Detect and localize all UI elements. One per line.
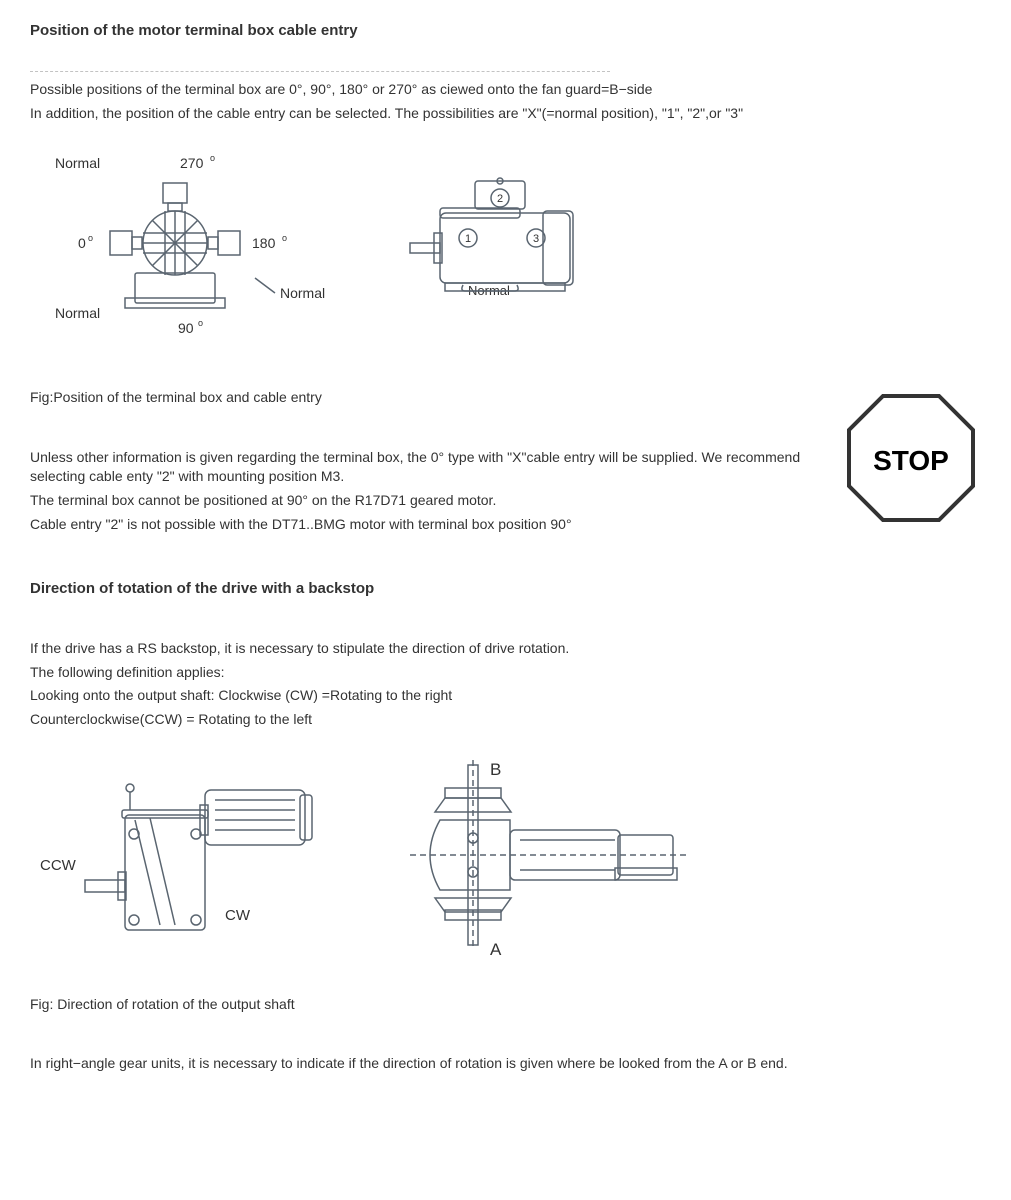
stop-line-2: The terminal box cannot be positioned at…	[30, 491, 811, 511]
section-title-1: Position of the motor terminal box cable…	[30, 20, 981, 41]
svg-text:Normal: Normal	[55, 155, 100, 171]
svg-text:o: o	[88, 233, 93, 243]
svg-text:o: o	[210, 153, 215, 163]
svg-text:270: 270	[180, 155, 204, 171]
svg-text:Normal: Normal	[280, 285, 325, 301]
svg-text:2: 2	[497, 193, 503, 205]
svg-text:0: 0	[78, 235, 86, 251]
stop-line-3: Cable entry "2" is not possible with the…	[30, 515, 811, 535]
rotation-line-1: If the drive has a RS backstop, it is ne…	[30, 639, 981, 659]
svg-text:1: 1	[465, 233, 471, 245]
terminal-box-diagrams: Normal 270 o 0 o 180 o Normal Normal 90 …	[30, 143, 981, 363]
section-title-2: Direction of totation of the drive with …	[30, 578, 981, 599]
rotation-line-2: The following definition applies:	[30, 663, 981, 683]
intro-line-2: In addition, the position of the cable e…	[30, 104, 981, 124]
right-angle-ab-diagram: B A	[390, 750, 710, 970]
stop-sign-icon: STOP	[841, 388, 981, 528]
svg-text:180: 180	[252, 235, 276, 251]
ccw-cw-diagram: CCW CW	[30, 760, 330, 960]
footer-note: In right−angle gear units, it is necessa…	[30, 1054, 981, 1074]
svg-text:90: 90	[178, 320, 194, 336]
figure-caption-2: Fig: Direction of rotation of the output…	[30, 995, 981, 1015]
svg-text:3: 3	[533, 233, 539, 245]
rotation-line-4: Counterclockwise(CCW) = Rotating to the …	[30, 710, 981, 730]
svg-text:A: A	[490, 940, 502, 959]
svg-text:Normal: Normal	[55, 305, 100, 321]
rotation-diagrams: CCW CW	[30, 750, 981, 970]
svg-text:o: o	[198, 318, 203, 328]
svg-text:CCW: CCW	[40, 857, 77, 874]
stop-text-block: Unless other information is given regard…	[30, 448, 811, 538]
intro-line-1: Possible positions of the terminal box a…	[30, 80, 981, 100]
motor-end-view-diagram: Normal 270 o 0 o 180 o Normal Normal 90 …	[30, 143, 330, 363]
motor-side-view-diagram: 1 2 3 Normal	[390, 163, 610, 343]
svg-text:CW: CW	[225, 907, 251, 924]
stop-line-1: Unless other information is given regard…	[30, 448, 811, 487]
figure-caption-1: Fig:Position of the terminal box and cab…	[30, 388, 981, 408]
svg-text:o: o	[282, 233, 287, 243]
separator	[30, 71, 610, 72]
rotation-line-3: Looking onto the output shaft: Clockwise…	[30, 686, 981, 706]
stop-label: STOP	[873, 445, 949, 476]
svg-text:B: B	[490, 760, 501, 779]
